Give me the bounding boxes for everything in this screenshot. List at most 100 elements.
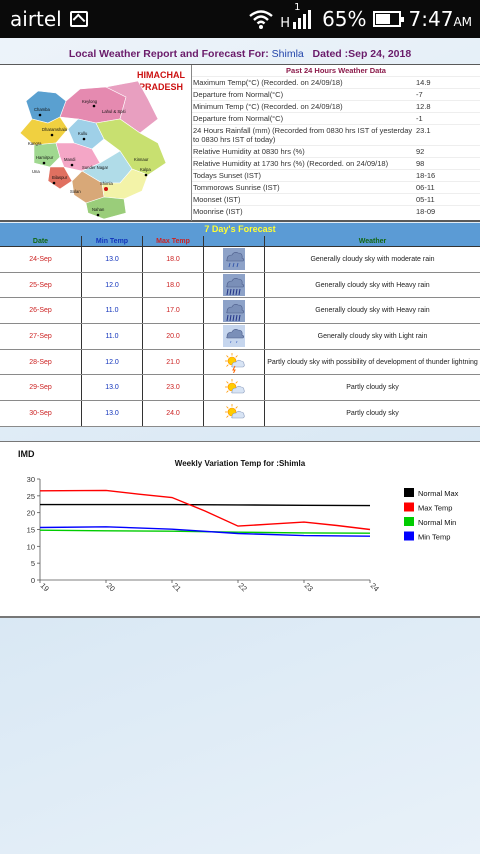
forecast-weather: Partly cloudy sky (346, 384, 399, 392)
forecast-min-temp: 13.0 (82, 401, 143, 426)
partly-cloudy-icon (204, 375, 265, 401)
report-title: Local Weather Report and Forecast For: (68, 48, 269, 60)
forecast-date: 25-Sep (0, 272, 82, 298)
thunder-icon (204, 349, 265, 375)
map-label-shimla: Shimla (100, 181, 113, 186)
past-data-row: Minimum Temp (°C) (Recorded. on 24/09/18… (192, 100, 480, 112)
past-data-value: 05-11 (416, 195, 435, 204)
battery-level (375, 14, 390, 24)
forecast-weather: Partly cloudy sky with possibility of de… (267, 358, 478, 366)
forecast-max-temp: 18.0 (143, 247, 204, 272)
forecast-min-temp: 11.0 (82, 298, 143, 324)
clock-ampm: AM (453, 15, 472, 29)
series-line-normal-max (40, 503, 371, 507)
signal-icon: 1 (292, 2, 314, 30)
battery-icon (372, 11, 404, 27)
y-tick-label: 20 (27, 509, 35, 518)
y-tick-label: 5 (31, 559, 35, 568)
forecast-min-temp: 12.0 (82, 349, 143, 375)
past-data-label: Moonrise (IST) (193, 207, 243, 216)
past-24h-title: Past 24 Hours Weather Data (286, 66, 386, 75)
past-data-row: 24 Hours Rainfall (mm) (Recorded from 08… (192, 124, 480, 145)
forecast-date: 26-Sep (0, 298, 82, 324)
y-tick-label: 30 (27, 475, 35, 484)
past-data-value: 18-09 (416, 207, 436, 216)
forecast-weather: Generally cloudy sky with Heavy rain (315, 281, 430, 289)
map-label-bilaspur: Bilaspur (52, 175, 68, 180)
past-data-value: 92 (416, 147, 425, 156)
forecast-min-temp: 12.0 (82, 272, 143, 298)
status-bar-right: H 1 65% 7:47AM (248, 0, 472, 38)
map-label-kinnaur: Kinnaur (134, 157, 149, 162)
past-data-row: Moonrise (IST) 18-09 (192, 205, 480, 217)
legend-label: Normal Min (418, 518, 456, 527)
map-title-line1: HIMACHAL (137, 70, 185, 80)
header-max-temp: Max Temp (143, 236, 204, 246)
forecast-title: 7 Day's Forecast (0, 223, 480, 236)
past-data-row: Todays Sunset (IST) 18-16 (192, 169, 480, 181)
forecast-min-temp: 13.0 (82, 247, 143, 272)
imd-logo: IMD (18, 449, 35, 459)
forecast-max-temp: 18.0 (143, 272, 204, 298)
x-tick-label: 23 (303, 581, 315, 593)
y-tick-label: 10 (27, 542, 35, 551)
map-label-kullu: Kullu (78, 131, 88, 136)
past-data-label: 24 Hours Rainfall (mm) (Recorded from 08… (193, 126, 413, 144)
x-tick-label: 24 (369, 581, 381, 593)
y-tick-label: 25 (27, 492, 35, 501)
forecast-weather: Generally cloudy sky with Light rain (317, 332, 428, 340)
forecast-row: 29-Sep 13.0 23.0 Partly cloudy sky (0, 375, 480, 402)
header-icon (204, 236, 265, 246)
forecast-row: 25-Sep 12.0 18.0 Generally cloudy sky with … (0, 272, 480, 299)
state-map: HIMACHAL PRADESH Chamba Keylong Lahul & … (0, 65, 192, 221)
forecast-date: 24-Sep (0, 247, 82, 272)
past-data-label: Tommorows Sunrise (IST) (193, 183, 280, 192)
map-label-hamirpur: Hamirpur (36, 155, 54, 160)
past-data-label: Relative Humidity at 1730 hrs (%) (Recor… (193, 159, 389, 168)
map-label-una: Una (32, 169, 40, 174)
himachal-map-image[interactable]: Chamba Keylong Lahul & Spiti Dharamshala… (8, 79, 188, 219)
map-title-line2: PRADESH (138, 82, 183, 92)
status-bar: airtel H 1 65% 7:47AM (0, 0, 480, 38)
battery-percent: 65% (322, 7, 367, 31)
map-label-chamba: Chamba (34, 107, 50, 112)
past-data-label: Todays Sunset (IST) (193, 171, 261, 180)
carrier-name: airtel (10, 7, 62, 31)
y-tick-label: 15 (27, 526, 35, 535)
past-data-value: 14.9 (416, 78, 431, 87)
map-label-lahul-spiti: Lahul & Spiti (102, 109, 126, 114)
forecast-header-row: Date Min Temp Max Temp Weather (0, 236, 480, 247)
past-24h-rows: Maximum Temp(°C) (Recorded. on 24/09/18)… (192, 76, 480, 217)
forecast-date: 28-Sep (0, 349, 82, 375)
past-data-value: 06-11 (416, 183, 435, 192)
forecast-weather: Generally cloudy sky with moderate rain (310, 255, 435, 263)
report-header: Local Weather Report and Forecast For: S… (0, 48, 480, 60)
past-data-label: Departure from Normal(°C) (193, 90, 284, 99)
past-data-value: -7 (416, 90, 423, 99)
forecast-row: 27-Sep 11.0 20.0 Generally cloudy sky with … (0, 324, 480, 350)
past-data-value: 23.1 (416, 126, 431, 135)
wifi-icon (249, 10, 274, 29)
legend-label: Max Temp (418, 504, 452, 513)
forecast-weather: Generally cloudy sky with Heavy rain (315, 307, 430, 315)
map-label-dharamshala: Dharamshala (42, 127, 68, 132)
forecast-weather: Partly cloudy sky (346, 409, 399, 417)
header-date: Date (0, 236, 82, 246)
map-label-sunder-nagar: Sunder Nagar (82, 165, 109, 170)
forecast-row: 26-Sep 11.0 17.0 Generally cloudy sky with … (0, 298, 480, 325)
past-data-row: Relative Humidity at 0830 hrs (%) 92 (192, 145, 480, 157)
past-data-row: Maximum Temp(°C) (Recorded. on 24/09/18)… (192, 76, 480, 88)
map-label-kangra: Kangra (28, 141, 42, 146)
past-weather-panel: HIMACHAL PRADESH Chamba Keylong Lahul & … (0, 64, 480, 222)
past-data-row: Moonset (IST) 05-11 (192, 193, 480, 205)
x-tick-label: 20 (105, 581, 117, 593)
past-data-row: Departure from Normal(°C) -1 (192, 112, 480, 124)
past-data-row: Departure from Normal(°C) -7 (192, 88, 480, 100)
clock-time: 7:47 (408, 7, 454, 31)
forecast-max-temp: 21.0 (143, 349, 204, 375)
past-data-value: 98 (416, 159, 425, 168)
forecast-date: 30-Sep (0, 401, 82, 426)
map-label-solan: Solan (70, 189, 81, 194)
past-data-value: -1 (416, 114, 423, 123)
forecast-max-temp: 20.0 (143, 324, 204, 349)
